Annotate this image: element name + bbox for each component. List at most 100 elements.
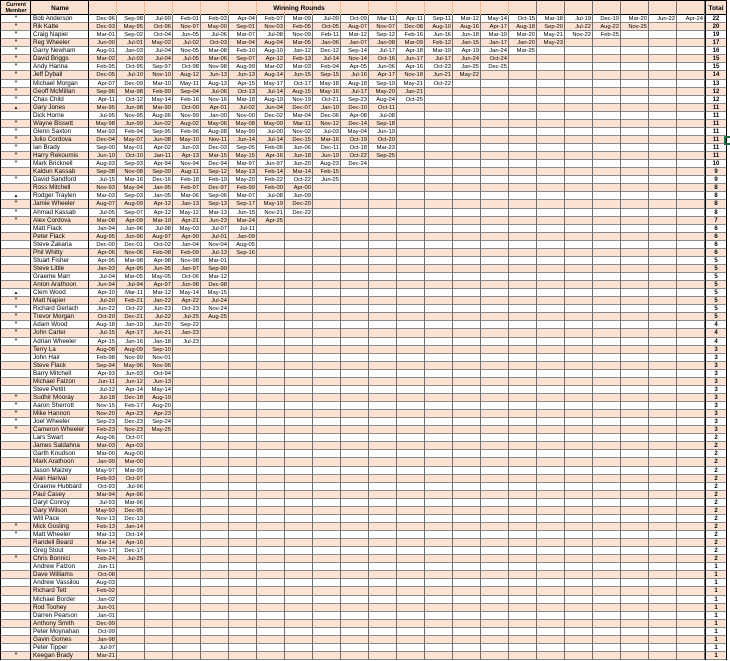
date-cell[interactable] [677,216,705,225]
date-cell[interactable] [229,281,257,290]
date-cell[interactable] [565,369,593,378]
date-cell[interactable]: Mar-09 [285,15,313,24]
date-cell[interactable] [313,514,341,523]
total-cell[interactable]: 3 [705,385,727,394]
date-cell[interactable] [565,490,593,499]
date-cell[interactable] [425,426,453,435]
date-cell[interactable] [453,539,481,548]
date-cell[interactable] [593,458,621,467]
date-cell[interactable] [481,531,509,540]
date-cell[interactable]: Jun-03 [173,144,201,153]
date-cell[interactable] [593,95,621,104]
date-cell[interactable] [481,273,509,282]
total-cell[interactable]: 6 [705,224,727,233]
date-cell[interactable]: Jan-22 [145,297,173,306]
member-name-cell[interactable]: Steve Flack [31,361,89,370]
date-cell[interactable] [285,273,313,282]
date-cell[interactable] [453,474,481,483]
date-cell[interactable] [453,135,481,144]
date-cell[interactable] [341,514,369,523]
date-cell[interactable]: Nov-17 [89,547,117,556]
date-cell[interactable]: Jan-97 [173,264,201,273]
date-cell[interactable] [313,385,341,394]
date-cell[interactable] [425,119,453,128]
date-cell[interactable] [649,385,677,394]
date-cell[interactable] [537,127,565,136]
date-cell[interactable]: Jun-98 [173,281,201,290]
date-cell[interactable] [117,635,145,644]
date-cell[interactable] [397,571,425,580]
date-cell[interactable] [257,264,285,273]
date-cell[interactable] [341,547,369,556]
date-cell[interactable] [397,144,425,153]
date-cell[interactable] [313,651,341,660]
date-cell[interactable] [313,232,341,241]
date-cell[interactable] [481,224,509,233]
date-cell[interactable] [565,563,593,572]
date-cell[interactable] [369,273,397,282]
date-cell[interactable]: Jan-25 [453,63,481,72]
member-marker-cell[interactable]: * [1,176,31,185]
date-cell[interactable] [145,643,173,652]
date-cell[interactable] [425,256,453,265]
date-cell[interactable] [649,643,677,652]
date-cell[interactable] [537,224,565,233]
date-cell[interactable]: Aug-18 [341,79,369,88]
date-cell[interactable] [565,402,593,411]
member-name-cell[interactable]: Steve Little [31,264,89,273]
date-cell[interactable] [453,555,481,564]
total-cell[interactable]: 2 [705,506,727,515]
date-cell[interactable] [341,490,369,499]
date-cell[interactable] [369,281,397,290]
date-cell[interactable]: Jun-11 [89,563,117,572]
date-cell[interactable]: Jul-01 [201,232,229,241]
date-cell[interactable]: Jul-03 [117,55,145,64]
date-cell[interactable] [565,579,593,588]
date-cell[interactable] [537,539,565,548]
date-cell[interactable]: Jul-07 [201,224,229,233]
member-name-cell[interactable]: Gary Jones [31,103,89,112]
member-name-cell[interactable]: Anton Arathoon [31,281,89,290]
date-cell[interactable] [621,87,649,96]
date-cell[interactable] [537,474,565,483]
date-cell[interactable] [313,289,341,298]
date-cell[interactable]: Jul-14 [313,55,341,64]
date-cell[interactable] [257,361,285,370]
date-cell[interactable] [509,111,537,120]
date-cell[interactable] [313,369,341,378]
member-name-cell[interactable]: Rod Toohey [31,603,89,612]
date-cell[interactable] [397,345,425,354]
date-cell[interactable] [369,289,397,298]
date-cell[interactable] [649,313,677,322]
date-cell[interactable] [481,458,509,467]
date-cell[interactable]: Feb-01 [173,15,201,24]
date-cell[interactable] [593,289,621,298]
date-cell[interactable] [677,232,705,241]
date-cell[interactable] [621,458,649,467]
date-cell[interactable] [481,579,509,588]
date-cell[interactable] [649,176,677,185]
date-cell[interactable]: Apr-14 [117,385,145,394]
total-cell[interactable]: 10 [705,160,727,169]
date-cell[interactable]: Sep-06 [201,192,229,201]
date-cell[interactable]: Sep-22 [173,321,201,330]
date-cell[interactable] [229,611,257,620]
date-cell[interactable]: Aug-20 [145,402,173,411]
member-marker-cell[interactable]: * [1,160,31,169]
date-cell[interactable] [677,651,705,660]
date-cell[interactable]: Nov-22 [565,31,593,40]
date-cell[interactable]: Jul-22 [565,23,593,32]
total-cell[interactable]: 3 [705,369,727,378]
date-cell[interactable] [565,87,593,96]
date-cell[interactable] [453,216,481,225]
date-cell[interactable] [229,305,257,314]
date-cell[interactable] [537,208,565,217]
date-cell[interactable] [313,482,341,491]
date-cell[interactable]: Dec-14 [341,119,369,128]
date-cell[interactable]: Dec-97 [201,184,229,193]
member-name-cell[interactable]: John Hair [31,353,89,362]
date-cell[interactable] [425,555,453,564]
date-cell[interactable] [509,603,537,612]
date-cell[interactable] [397,522,425,531]
date-cell[interactable] [649,63,677,72]
